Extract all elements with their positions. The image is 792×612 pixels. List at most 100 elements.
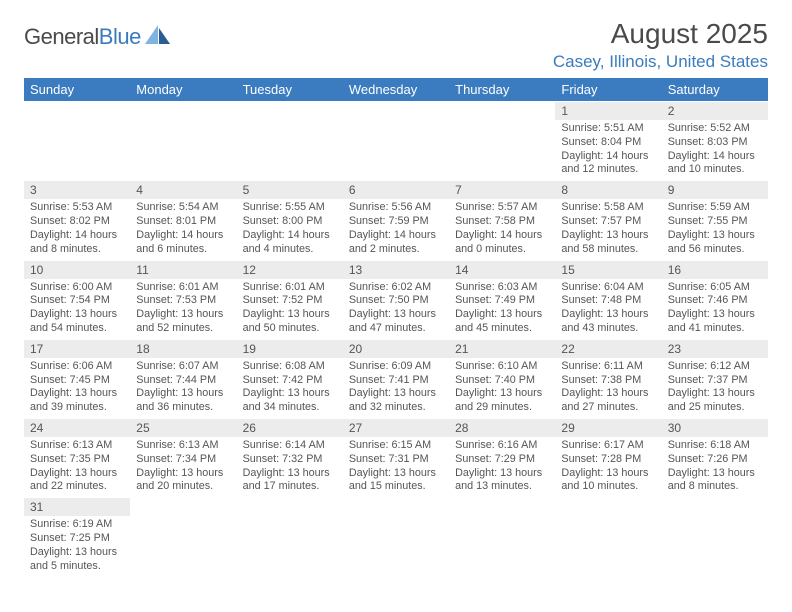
daylight-line: Daylight: 13 hours and 17 minutes. (243, 467, 337, 495)
day-details: Sunrise: 6:11 AMSunset: 7:38 PMDaylight:… (555, 358, 661, 418)
calendar-cell: 21Sunrise: 6:10 AMSunset: 7:40 PMDayligh… (449, 339, 555, 418)
calendar-page: GeneralBlue August 2025 Casey, Illinois,… (0, 0, 792, 589)
day-details: Sunrise: 5:57 AMSunset: 7:58 PMDaylight:… (449, 199, 555, 259)
sunset-line: Sunset: 7:46 PM (668, 294, 762, 308)
sunset-line: Sunset: 7:45 PM (30, 374, 124, 388)
sunrise-line: Sunrise: 6:09 AM (349, 360, 443, 374)
calendar-cell: 30Sunrise: 6:18 AMSunset: 7:26 PMDayligh… (662, 418, 768, 497)
sunrise-line: Sunrise: 6:03 AM (455, 281, 549, 295)
day-number: 18 (130, 339, 236, 358)
sunrise-line: Sunrise: 6:13 AM (136, 439, 230, 453)
day-number: 4 (130, 180, 236, 199)
day-number: 3 (24, 180, 130, 199)
calendar-cell: 9Sunrise: 5:59 AMSunset: 7:55 PMDaylight… (662, 180, 768, 259)
sunrise-line: Sunrise: 6:13 AM (30, 439, 124, 453)
day-number: 19 (237, 339, 343, 358)
sunset-line: Sunset: 7:54 PM (30, 294, 124, 308)
sunset-line: Sunset: 8:04 PM (561, 136, 655, 150)
page-title: August 2025 (553, 18, 768, 50)
day-details: Sunrise: 6:10 AMSunset: 7:40 PMDaylight:… (449, 358, 555, 418)
sunset-line: Sunset: 8:00 PM (243, 215, 337, 229)
sunset-line: Sunset: 7:44 PM (136, 374, 230, 388)
location-text: Casey, Illinois, United States (553, 52, 768, 72)
calendar-row: 10Sunrise: 6:00 AMSunset: 7:54 PMDayligh… (24, 260, 768, 339)
sunset-line: Sunset: 7:58 PM (455, 215, 549, 229)
calendar-cell: 12Sunrise: 6:01 AMSunset: 7:52 PMDayligh… (237, 260, 343, 339)
day-number: 24 (24, 418, 130, 437)
sail-icon (145, 25, 171, 50)
calendar-cell: 28Sunrise: 6:16 AMSunset: 7:29 PMDayligh… (449, 418, 555, 497)
calendar-cell: 26Sunrise: 6:14 AMSunset: 7:32 PMDayligh… (237, 418, 343, 497)
title-block: August 2025 Casey, Illinois, United Stat… (553, 18, 768, 72)
sunset-line: Sunset: 7:25 PM (30, 532, 124, 546)
day-details: Sunrise: 5:54 AMSunset: 8:01 PMDaylight:… (130, 199, 236, 259)
sunset-line: Sunset: 7:40 PM (455, 374, 549, 388)
calendar-cell: 22Sunrise: 6:11 AMSunset: 7:38 PMDayligh… (555, 339, 661, 418)
sunset-line: Sunset: 7:48 PM (561, 294, 655, 308)
sunrise-line: Sunrise: 5:58 AM (561, 201, 655, 215)
calendar-cell: 3Sunrise: 5:53 AMSunset: 8:02 PMDaylight… (24, 180, 130, 259)
calendar-cell: 6Sunrise: 5:56 AMSunset: 7:59 PMDaylight… (343, 180, 449, 259)
day-number: 27 (343, 418, 449, 437)
sunset-line: Sunset: 7:31 PM (349, 453, 443, 467)
sunrise-line: Sunrise: 5:56 AM (349, 201, 443, 215)
daylight-line: Daylight: 14 hours and 12 minutes. (561, 150, 655, 178)
calendar-cell (662, 497, 768, 576)
sunset-line: Sunset: 7:42 PM (243, 374, 337, 388)
sunrise-line: Sunrise: 6:05 AM (668, 281, 762, 295)
day-details: Sunrise: 6:16 AMSunset: 7:29 PMDaylight:… (449, 437, 555, 497)
day-details: Sunrise: 5:59 AMSunset: 7:55 PMDaylight:… (662, 199, 768, 259)
daylight-line: Daylight: 13 hours and 34 minutes. (243, 387, 337, 415)
calendar-cell (555, 497, 661, 576)
daylight-line: Daylight: 14 hours and 8 minutes. (30, 229, 124, 257)
day-details: Sunrise: 6:17 AMSunset: 7:28 PMDaylight:… (555, 437, 661, 497)
day-header: Monday (130, 78, 236, 101)
logo-text: GeneralBlue (24, 24, 141, 50)
sunrise-line: Sunrise: 6:08 AM (243, 360, 337, 374)
calendar-body: 1Sunrise: 5:51 AMSunset: 8:04 PMDaylight… (24, 101, 768, 577)
calendar-cell: 15Sunrise: 6:04 AMSunset: 7:48 PMDayligh… (555, 260, 661, 339)
calendar-cell: 25Sunrise: 6:13 AMSunset: 7:34 PMDayligh… (130, 418, 236, 497)
day-number: 16 (662, 260, 768, 279)
calendar-cell: 23Sunrise: 6:12 AMSunset: 7:37 PMDayligh… (662, 339, 768, 418)
calendar-cell (130, 101, 236, 180)
daylight-line: Daylight: 13 hours and 45 minutes. (455, 308, 549, 336)
sunset-line: Sunset: 8:02 PM (30, 215, 124, 229)
calendar-cell (24, 101, 130, 180)
sunset-line: Sunset: 7:57 PM (561, 215, 655, 229)
day-details: Sunrise: 6:19 AMSunset: 7:25 PMDaylight:… (24, 516, 130, 576)
calendar-table: SundayMondayTuesdayWednesdayThursdayFrid… (24, 78, 768, 577)
sunset-line: Sunset: 7:59 PM (349, 215, 443, 229)
daylight-line: Daylight: 13 hours and 10 minutes. (561, 467, 655, 495)
calendar-cell (237, 497, 343, 576)
day-details: Sunrise: 5:58 AMSunset: 7:57 PMDaylight:… (555, 199, 661, 259)
sunrise-line: Sunrise: 6:10 AM (455, 360, 549, 374)
sunrise-line: Sunrise: 5:54 AM (136, 201, 230, 215)
sunrise-line: Sunrise: 6:01 AM (243, 281, 337, 295)
sunrise-line: Sunrise: 6:15 AM (349, 439, 443, 453)
daylight-line: Daylight: 13 hours and 5 minutes. (30, 546, 124, 574)
calendar-cell: 18Sunrise: 6:07 AMSunset: 7:44 PMDayligh… (130, 339, 236, 418)
day-number: 23 (662, 339, 768, 358)
daylight-line: Daylight: 13 hours and 54 minutes. (30, 308, 124, 336)
day-details: Sunrise: 6:14 AMSunset: 7:32 PMDaylight:… (237, 437, 343, 497)
daylight-line: Daylight: 13 hours and 32 minutes. (349, 387, 443, 415)
sunset-line: Sunset: 7:29 PM (455, 453, 549, 467)
calendar-cell: 11Sunrise: 6:01 AMSunset: 7:53 PMDayligh… (130, 260, 236, 339)
sunset-line: Sunset: 7:55 PM (668, 215, 762, 229)
day-number: 6 (343, 180, 449, 199)
sunrise-line: Sunrise: 6:07 AM (136, 360, 230, 374)
daylight-line: Daylight: 13 hours and 29 minutes. (455, 387, 549, 415)
daylight-line: Daylight: 13 hours and 56 minutes. (668, 229, 762, 257)
sunrise-line: Sunrise: 6:06 AM (30, 360, 124, 374)
sunset-line: Sunset: 7:49 PM (455, 294, 549, 308)
sunrise-line: Sunrise: 6:18 AM (668, 439, 762, 453)
day-number: 14 (449, 260, 555, 279)
sunrise-line: Sunrise: 6:16 AM (455, 439, 549, 453)
calendar-cell: 17Sunrise: 6:06 AMSunset: 7:45 PMDayligh… (24, 339, 130, 418)
daylight-line: Daylight: 13 hours and 41 minutes. (668, 308, 762, 336)
calendar-cell: 10Sunrise: 6:00 AMSunset: 7:54 PMDayligh… (24, 260, 130, 339)
day-number: 10 (24, 260, 130, 279)
calendar-cell: 20Sunrise: 6:09 AMSunset: 7:41 PMDayligh… (343, 339, 449, 418)
sunrise-line: Sunrise: 6:04 AM (561, 281, 655, 295)
